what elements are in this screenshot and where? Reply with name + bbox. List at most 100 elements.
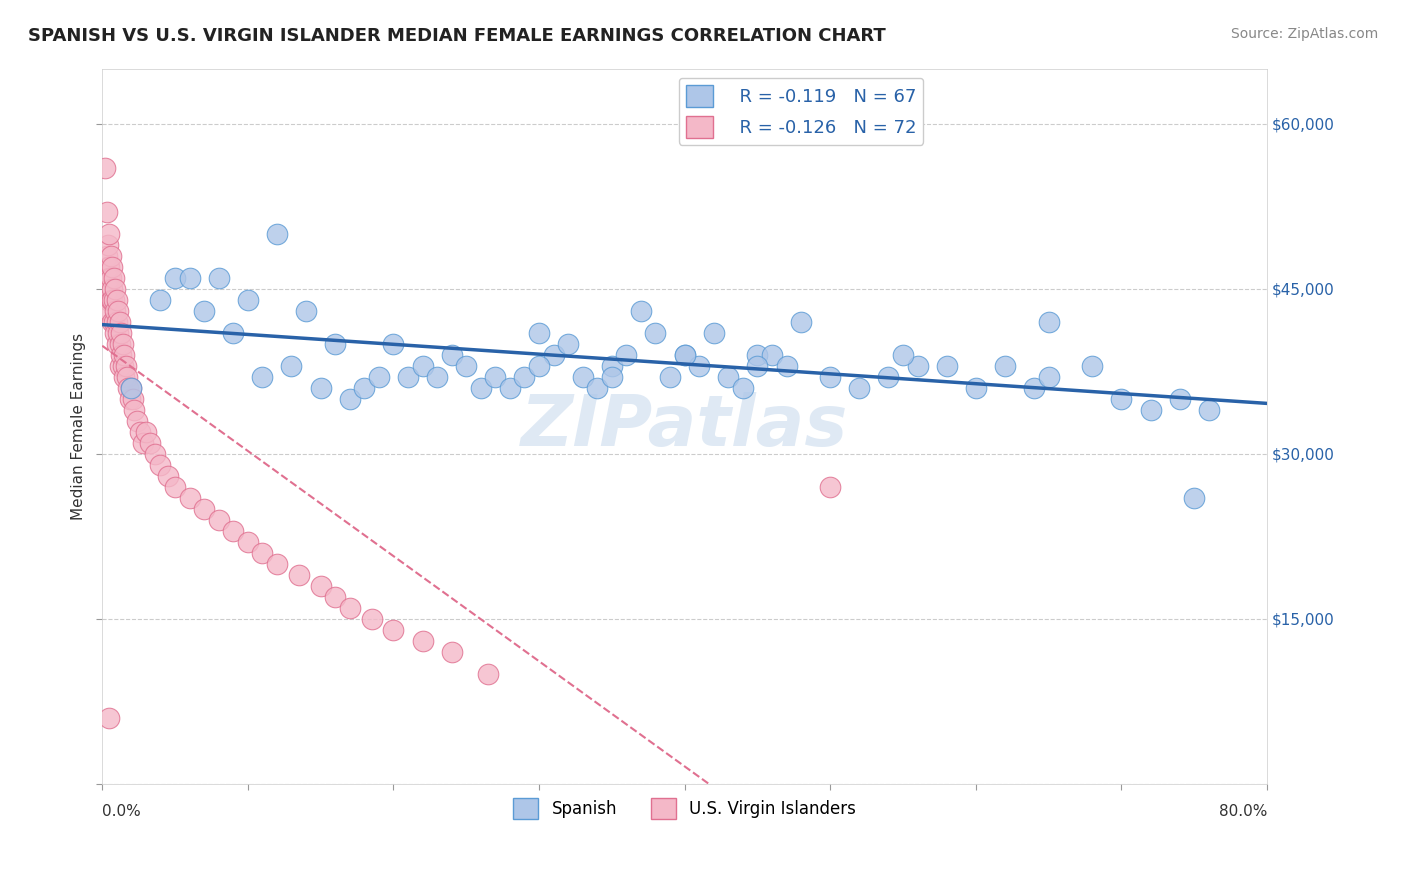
Spanish [367, 369, 389, 384]
Spanish [179, 270, 201, 285]
U.S. Virgin Islanders [139, 435, 162, 450]
U.S. Virgin Islanders [103, 270, 125, 285]
Spanish [994, 359, 1017, 373]
U.S. Virgin Islanders [98, 227, 121, 241]
Spanish [353, 381, 375, 395]
Spanish [557, 336, 579, 351]
U.S. Virgin Islanders [101, 293, 124, 307]
Spanish [848, 381, 870, 395]
U.S. Virgin Islanders [193, 501, 215, 516]
Spanish [600, 369, 623, 384]
Spanish [1038, 315, 1060, 329]
U.S. Virgin Islanders [440, 645, 463, 659]
Spanish [1022, 381, 1045, 395]
Spanish [935, 359, 957, 373]
U.S. Virgin Islanders [122, 402, 145, 417]
Spanish [252, 369, 274, 384]
U.S. Virgin Islanders [135, 425, 157, 439]
U.S. Virgin Islanders [105, 336, 128, 351]
Spanish [747, 359, 769, 373]
Spanish [1081, 359, 1104, 373]
U.S. Virgin Islanders [96, 249, 118, 263]
Legend: Spanish, U.S. Virgin Islanders: Spanish, U.S. Virgin Islanders [506, 792, 862, 825]
Spanish [309, 381, 332, 395]
Text: 0.0%: 0.0% [103, 804, 141, 819]
U.S. Virgin Islanders [108, 315, 131, 329]
U.S. Virgin Islanders [163, 480, 186, 494]
Spanish [747, 348, 769, 362]
U.S. Virgin Islanders [339, 600, 361, 615]
Spanish [484, 369, 506, 384]
Spanish [499, 381, 522, 395]
Spanish [222, 326, 245, 340]
Spanish [673, 348, 696, 362]
U.S. Virgin Islanders [98, 260, 121, 274]
U.S. Virgin Islanders [97, 237, 120, 252]
U.S. Virgin Islanders [252, 546, 274, 560]
Spanish [527, 359, 550, 373]
Spanish [630, 303, 652, 318]
Spanish [396, 369, 419, 384]
U.S. Virgin Islanders [100, 293, 122, 307]
Spanish [426, 369, 449, 384]
U.S. Virgin Islanders [98, 282, 121, 296]
U.S. Virgin Islanders [412, 633, 434, 648]
U.S. Virgin Islanders [222, 524, 245, 538]
U.S. Virgin Islanders [108, 359, 131, 373]
Text: 80.0%: 80.0% [1219, 804, 1267, 819]
U.S. Virgin Islanders [98, 270, 121, 285]
U.S. Virgin Islanders [110, 326, 132, 340]
Spanish [527, 326, 550, 340]
U.S. Virgin Islanders [156, 468, 179, 483]
U.S. Virgin Islanders [110, 348, 132, 362]
U.S. Virgin Islanders [100, 270, 122, 285]
U.S. Virgin Islanders [94, 161, 117, 175]
Text: Source: ZipAtlas.com: Source: ZipAtlas.com [1230, 27, 1378, 41]
U.S. Virgin Islanders [103, 293, 125, 307]
U.S. Virgin Islanders [129, 425, 152, 439]
U.S. Virgin Islanders [98, 711, 121, 725]
U.S. Virgin Islanders [120, 381, 142, 395]
U.S. Virgin Islanders [97, 260, 120, 274]
Text: ZIPatlas: ZIPatlas [522, 392, 848, 460]
U.S. Virgin Islanders [97, 293, 120, 307]
U.S. Virgin Islanders [149, 458, 172, 472]
U.S. Virgin Islanders [309, 579, 332, 593]
Spanish [600, 359, 623, 373]
Spanish [470, 381, 492, 395]
Spanish [1198, 402, 1220, 417]
Spanish [703, 326, 725, 340]
U.S. Virgin Islanders [118, 392, 141, 406]
Spanish [571, 369, 593, 384]
U.S. Virgin Islanders [104, 282, 127, 296]
U.S. Virgin Islanders [287, 567, 309, 582]
U.S. Virgin Islanders [112, 369, 135, 384]
Y-axis label: Median Female Earnings: Median Female Earnings [72, 333, 86, 520]
U.S. Virgin Islanders [266, 557, 288, 571]
U.S. Virgin Islanders [477, 666, 499, 681]
U.S. Virgin Islanders [818, 480, 841, 494]
U.S. Virgin Islanders [111, 336, 134, 351]
U.S. Virgin Islanders [323, 590, 346, 604]
Spanish [877, 369, 900, 384]
U.S. Virgin Islanders [104, 303, 127, 318]
U.S. Virgin Islanders [114, 359, 136, 373]
Spanish [280, 359, 302, 373]
U.S. Virgin Islanders [103, 315, 125, 329]
Spanish [790, 315, 813, 329]
U.S. Virgin Islanders [96, 204, 118, 219]
Spanish [1168, 392, 1191, 406]
Spanish [1182, 491, 1205, 505]
U.S. Virgin Islanders [117, 381, 139, 395]
U.S. Virgin Islanders [115, 369, 138, 384]
Spanish [163, 270, 186, 285]
U.S. Virgin Islanders [108, 336, 131, 351]
Spanish [965, 381, 987, 395]
Spanish [659, 369, 682, 384]
Spanish [295, 303, 318, 318]
Spanish [1111, 392, 1133, 406]
U.S. Virgin Islanders [101, 282, 124, 296]
U.S. Virgin Islanders [104, 326, 127, 340]
U.S. Virgin Islanders [111, 359, 134, 373]
Spanish [616, 348, 638, 362]
